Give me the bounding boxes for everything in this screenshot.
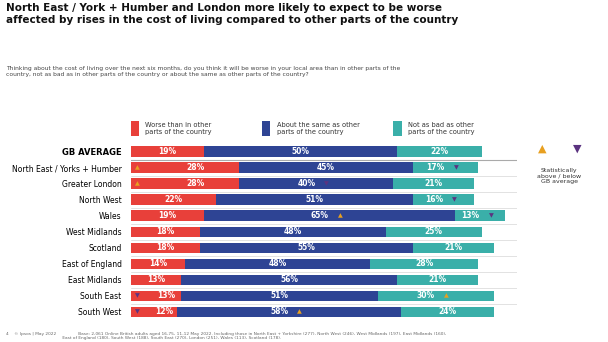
Text: 18%: 18% (156, 227, 174, 236)
Text: 40%: 40% (297, 179, 316, 188)
Bar (131, 291, 181, 301)
Bar (413, 195, 474, 205)
Bar (131, 306, 177, 317)
Bar (204, 210, 455, 221)
Text: 19%: 19% (158, 147, 176, 156)
Text: North East / York + Humber and London more likely to expect to be worse
affected: North East / York + Humber and London mo… (6, 3, 458, 25)
Text: 28%: 28% (415, 259, 434, 268)
Text: 45%: 45% (317, 163, 334, 172)
Text: ▼: ▼ (325, 181, 329, 186)
Text: 17%: 17% (427, 163, 445, 172)
Text: ▼: ▼ (489, 213, 493, 218)
Text: Worse than in other
parts of the country: Worse than in other parts of the country (145, 122, 212, 135)
Text: 56%: 56% (280, 275, 298, 284)
Text: 24%: 24% (438, 307, 457, 316)
Bar (413, 242, 494, 253)
Text: 22%: 22% (164, 195, 182, 204)
Bar (385, 226, 482, 237)
Bar (200, 226, 385, 237)
Text: 21%: 21% (429, 275, 447, 284)
Text: ▲: ▲ (136, 165, 140, 170)
Bar (131, 121, 139, 135)
Text: ▼: ▼ (452, 197, 457, 202)
Text: 28%: 28% (187, 163, 205, 172)
Text: 51%: 51% (305, 195, 323, 204)
Bar (239, 179, 393, 189)
Bar (131, 195, 216, 205)
Text: ▲: ▲ (537, 144, 546, 154)
Text: Not as bad as other
parts of the country: Not as bad as other parts of the country (408, 122, 474, 135)
Text: Thinking about the cost of living over the next six months, do you think it will: Thinking about the cost of living over t… (6, 66, 400, 77)
Text: About the same as other
parts of the country: About the same as other parts of the cou… (277, 122, 359, 135)
Text: 25%: 25% (425, 227, 443, 236)
Text: 58%: 58% (271, 307, 288, 316)
Bar (131, 210, 204, 221)
Text: 51%: 51% (271, 291, 288, 300)
Text: 14%: 14% (149, 259, 167, 268)
Text: 21%: 21% (444, 243, 462, 252)
Text: 30%: 30% (417, 291, 435, 300)
Text: 48%: 48% (284, 227, 302, 236)
Text: ▼: ▼ (573, 144, 581, 154)
Bar (397, 146, 482, 157)
Bar (401, 306, 494, 317)
Text: ▲: ▲ (338, 213, 343, 218)
Bar (181, 291, 378, 301)
Bar (131, 226, 200, 237)
Bar (131, 259, 185, 269)
Bar (204, 146, 397, 157)
Text: 65%: 65% (311, 211, 329, 220)
Bar (239, 162, 413, 173)
Text: ▼: ▼ (454, 165, 458, 170)
Text: 13%: 13% (461, 211, 480, 220)
Text: 55%: 55% (297, 243, 316, 252)
Bar (216, 195, 413, 205)
Text: ▲: ▲ (297, 309, 302, 314)
Text: ipsos: ipsos (548, 311, 580, 321)
Bar (131, 179, 239, 189)
Bar (370, 259, 478, 269)
Bar (397, 275, 478, 285)
Text: Statistically
above / below
GB average: Statistically above / below GB average (537, 168, 581, 184)
Text: 50%: 50% (292, 147, 309, 156)
Bar (262, 121, 271, 135)
Bar (131, 146, 204, 157)
Text: ▲: ▲ (444, 293, 449, 298)
Bar (185, 259, 370, 269)
Bar (131, 242, 200, 253)
Text: 13%: 13% (157, 291, 176, 300)
Text: ▼: ▼ (136, 293, 140, 298)
Bar (413, 162, 478, 173)
Bar (378, 291, 494, 301)
Bar (177, 306, 401, 317)
Text: 48%: 48% (268, 259, 286, 268)
Bar (131, 162, 239, 173)
Bar (393, 121, 402, 135)
Text: 4    © Ipsos | May 2022                Base: 2,061 Online British adults aged 16: 4 © Ipsos | May 2022 Base: 2,061 Online … (6, 332, 446, 340)
Bar (181, 275, 397, 285)
Text: 28%: 28% (187, 179, 205, 188)
Text: 21%: 21% (425, 179, 443, 188)
Bar (200, 242, 413, 253)
Text: ▼: ▼ (136, 309, 140, 314)
Bar (455, 210, 505, 221)
Text: 12%: 12% (156, 307, 174, 316)
Text: 16%: 16% (425, 195, 443, 204)
Text: 18%: 18% (156, 243, 174, 252)
Bar (131, 275, 181, 285)
Text: 19%: 19% (158, 211, 176, 220)
Bar (393, 179, 474, 189)
Text: 22%: 22% (430, 147, 449, 156)
Text: 13%: 13% (147, 275, 165, 284)
Text: ▲: ▲ (136, 181, 140, 186)
